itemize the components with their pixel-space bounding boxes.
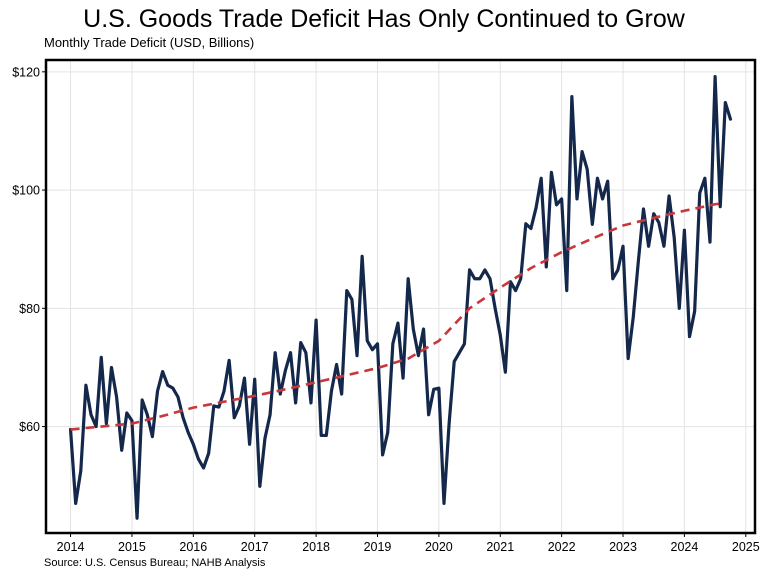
x-tick-label: 2014: [57, 540, 85, 554]
x-tick-label: 2023: [609, 540, 637, 554]
trend-line: [70, 201, 725, 431]
series-layer: [68, 74, 733, 520]
x-tick-label: 2015: [118, 540, 146, 554]
source-note: Source: U.S. Census Bureau; NAHB Analysi…: [44, 557, 266, 569]
x-tick-label: 2017: [241, 540, 269, 554]
y-tick-label: $100: [12, 184, 40, 198]
x-tick-label: 2021: [486, 540, 514, 554]
y-tick-label: $80: [19, 302, 40, 316]
x-axis: 2014 2015 2016 2017 2018 2019 2020 2021 2022 2023…: [57, 533, 760, 554]
x-tick-label: 2024: [671, 540, 699, 554]
plot-frame: [44, 58, 757, 535]
x-tick-label: 2025: [732, 540, 760, 554]
x-tick-label: 2018: [302, 540, 330, 554]
y-tick-label: $120: [12, 65, 40, 79]
y-axis: $60 $80 $100 $120: [12, 65, 46, 434]
x-tick-label: 2022: [548, 540, 576, 554]
x-tick-label: 2019: [364, 540, 392, 554]
x-tick-label: 2020: [425, 540, 453, 554]
trade-deficit-line: [68, 74, 733, 520]
chart-subtitle: Monthly Trade Deficit (USD, Billions): [44, 35, 255, 50]
x-tick-label: 2016: [179, 540, 207, 554]
chart-title: U.S. Goods Trade Deficit Has Only Contin…: [83, 5, 685, 33]
y-tick-label: $60: [19, 420, 40, 434]
grid: [46, 60, 755, 533]
